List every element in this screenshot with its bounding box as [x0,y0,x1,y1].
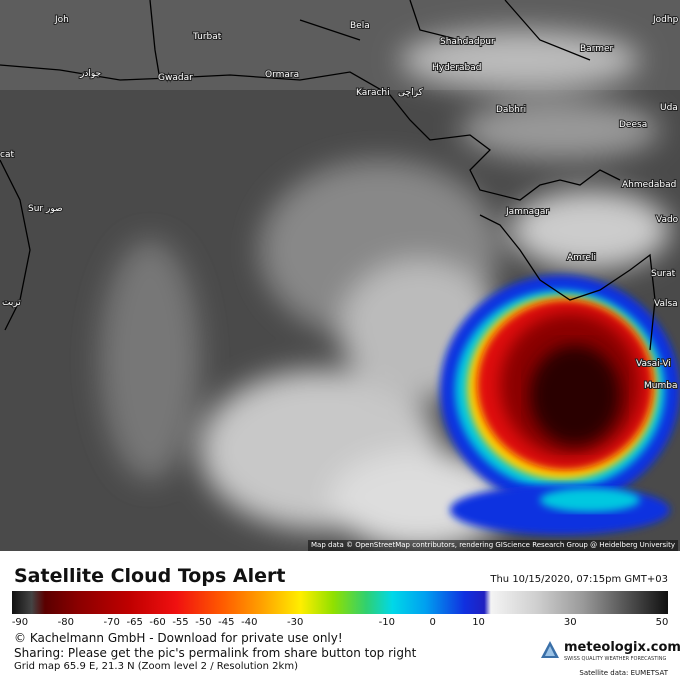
place-label: Turbat [192,32,222,42]
data-source: Satellite data: EUMETSAT [579,669,668,677]
place-label: Sur [28,204,43,214]
place-label: كراچی [398,88,424,98]
place-label: Shahdadpur [440,37,495,47]
scale-tick-label: -60 [149,617,166,628]
place-label: Bela [350,21,370,31]
place-label: Ormara [265,70,299,80]
place-labels: Joh Turbat Bela Shahdadpur Jodhp جوادر G… [0,14,680,392]
place-label: جوادر [79,69,101,79]
place-label: Valsa [654,299,678,309]
scale-tick-label: -80 [57,617,75,628]
place-label: Uda [660,103,678,113]
scale-tick-label: -10 [378,617,396,628]
place-label: cat [0,150,14,160]
scale-tick-label: -40 [241,617,258,628]
scale-tick-label: 10 [472,617,485,628]
datetime: Thu 10/15/2020, 07:15pm GMT+03 [490,574,668,585]
place-label: Jamnagar [505,207,549,217]
place-label: Joh [54,15,69,25]
scale-tick-label: -90 [11,617,29,628]
place-label: تربت [2,298,21,308]
scale-tick-label: -30 [286,617,304,628]
place-label: Jodhp [652,15,679,25]
scale-tick-label: -55 [172,617,189,628]
place-label: Barmer [580,44,614,54]
place-label: Hyderabad [432,63,482,73]
tagline: SWISS QUALITY WEATHER FORECASTING [564,656,667,662]
scale-tick-label: -45 [218,617,235,628]
coastlines [0,0,656,351]
place-label: Amreli [567,253,596,263]
storm [440,275,680,535]
scale-tick-label: -65 [126,617,143,628]
place-label: Vado [656,215,679,225]
clouds [100,30,670,550]
attribution-bar: Map data © OpenStreetMap contributors, r… [0,540,680,551]
attribution: Map data © OpenStreetMap contributors, r… [308,540,678,551]
place-label: Dabhri [496,105,526,115]
scale-tick-label: -70 [103,617,120,628]
place-label: Mumba [644,381,677,391]
scale-tick-label: -50 [195,617,212,628]
copyright: © Kachelmann GmbH - Download for private… [14,631,343,645]
place-label: Ahmedabad [622,180,676,190]
grid-info: Grid map 65.9 E, 21.3 N (Zoom level 2 / … [14,661,298,672]
brand: meteologix.com [564,640,680,655]
place-label: Gwadar [158,73,193,83]
scale-tick-label: 0 [429,617,436,628]
satellite-map: Joh Turbat Bela Shahdadpur Jodhp جوادر G… [0,0,680,551]
place-label: Karachi [356,88,390,98]
scale-ticks: -90 -80 -70 -65 -60 -55 -50 -45 -40 -30 -10 0 10 30 50 [0,617,680,631]
scale-tick-label: 30 [563,617,577,628]
place-label: Surat [651,269,676,279]
place-label: Deesa [619,120,647,130]
title: Satellite Cloud Tops Alert [14,565,286,587]
scale-tick-label: 50 [655,617,669,628]
sharing-note: Sharing: Please get the pic's permalink … [14,646,417,660]
logo [541,641,559,658]
color-scale [12,591,668,614]
place-label: Vasai-Vi [636,359,671,369]
place-label: صور [45,204,63,214]
